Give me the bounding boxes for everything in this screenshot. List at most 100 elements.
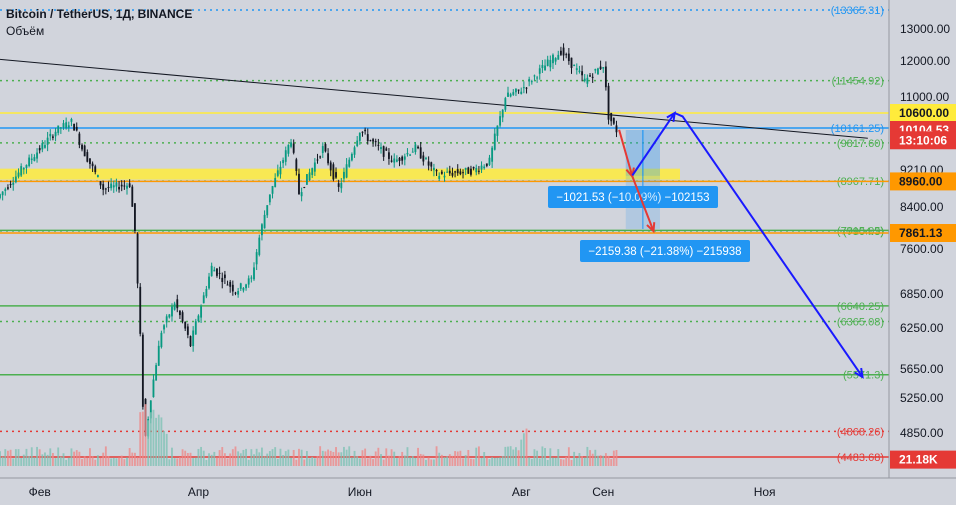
candle-body bbox=[86, 152, 89, 162]
candle-body bbox=[316, 159, 319, 161]
y-tick-label: 8400.00 bbox=[900, 200, 944, 214]
candle-body bbox=[380, 147, 382, 149]
candle-body bbox=[112, 185, 115, 188]
candle-body bbox=[483, 166, 486, 169]
support-zone bbox=[0, 168, 680, 180]
candle-body bbox=[496, 125, 499, 136]
price-tag-bg-2 bbox=[890, 131, 956, 150]
candle-body bbox=[59, 127, 62, 129]
candle-body bbox=[81, 144, 83, 150]
volume-bar bbox=[533, 449, 536, 466]
volume-bar bbox=[152, 409, 155, 466]
candle-body bbox=[491, 147, 494, 162]
candle-body bbox=[345, 164, 348, 178]
volume-bar bbox=[324, 451, 327, 466]
volume-bar bbox=[14, 449, 17, 466]
volume-bar bbox=[414, 457, 417, 466]
candle-body bbox=[292, 143, 295, 153]
y-tick-label: 13000.00 bbox=[900, 22, 950, 36]
candle-body bbox=[149, 400, 152, 419]
volume-bar bbox=[234, 446, 237, 466]
volume-bar bbox=[581, 456, 584, 466]
candle-body bbox=[583, 78, 586, 82]
volume-bar bbox=[250, 449, 253, 466]
candle-body bbox=[549, 59, 552, 68]
candle-body bbox=[313, 162, 316, 172]
candle-body bbox=[390, 160, 393, 162]
volume-label: Объём bbox=[6, 24, 45, 38]
volume-bar bbox=[319, 446, 322, 466]
candle-body bbox=[348, 159, 351, 167]
volume-bar bbox=[231, 449, 234, 466]
volume-bar bbox=[311, 456, 314, 466]
volume-bar bbox=[337, 452, 340, 466]
volume-bar bbox=[20, 458, 23, 466]
candle-body bbox=[403, 156, 406, 160]
candle-body bbox=[136, 233, 139, 284]
x-tick-label: Фев bbox=[29, 485, 51, 499]
candle-body bbox=[279, 166, 282, 175]
volume-bar bbox=[435, 446, 438, 466]
volume-bar bbox=[528, 457, 531, 466]
candle-body bbox=[1, 191, 4, 196]
volume-bar bbox=[4, 449, 7, 466]
candle-body bbox=[102, 184, 105, 190]
candle-body bbox=[295, 159, 298, 171]
volume-bar bbox=[356, 456, 359, 466]
volume-bar bbox=[115, 458, 118, 466]
level-label-1: (11454.92) bbox=[832, 76, 884, 88]
volume-bar bbox=[419, 453, 422, 466]
candle-body bbox=[194, 321, 197, 335]
volume-bar bbox=[430, 459, 433, 466]
volume-bar bbox=[607, 455, 610, 466]
volume-bar bbox=[332, 451, 335, 466]
volume-bar bbox=[395, 458, 398, 466]
candle-body bbox=[192, 330, 195, 347]
candle-body bbox=[205, 288, 208, 297]
candle-body bbox=[266, 205, 269, 216]
volume-bar bbox=[1, 456, 4, 466]
candle-body bbox=[197, 315, 200, 322]
trend-line bbox=[0, 58, 868, 139]
candle-body bbox=[480, 165, 483, 170]
candle-body bbox=[20, 166, 23, 176]
level-label-8: (7904.3) bbox=[843, 226, 884, 238]
candle-body bbox=[67, 125, 70, 128]
volume-bar bbox=[44, 452, 46, 466]
volume-bar bbox=[192, 458, 195, 466]
volume-bar bbox=[30, 447, 33, 466]
volume-bar bbox=[446, 456, 449, 466]
candle-body bbox=[245, 284, 247, 289]
candle-body bbox=[171, 306, 173, 317]
volume-bar bbox=[298, 448, 300, 466]
volume-bar bbox=[51, 452, 54, 466]
volume-bar bbox=[440, 454, 443, 466]
candle-body bbox=[594, 69, 597, 71]
volume-bar bbox=[155, 417, 158, 466]
volume-bar bbox=[557, 449, 560, 466]
volume-bar bbox=[530, 458, 533, 466]
volume-bar bbox=[443, 457, 446, 466]
level-label-14: (4483.68) bbox=[837, 452, 884, 464]
candle-body bbox=[261, 224, 263, 236]
candle-body bbox=[250, 277, 253, 279]
candle-body bbox=[300, 192, 303, 197]
volume-bar bbox=[586, 446, 589, 466]
level-label-12: (5571.3) bbox=[843, 370, 884, 382]
candle-body bbox=[427, 161, 430, 166]
volume-bar bbox=[610, 459, 613, 466]
volume-bar bbox=[46, 454, 49, 466]
volume-bar bbox=[83, 456, 86, 466]
volume-bar bbox=[168, 459, 171, 466]
volume-bar bbox=[210, 454, 213, 466]
candle-body bbox=[30, 158, 33, 160]
volume-bar bbox=[107, 456, 110, 466]
candle-body bbox=[229, 281, 232, 287]
volume-bar bbox=[411, 456, 414, 466]
candle-body bbox=[353, 147, 356, 155]
volume-bar bbox=[110, 458, 113, 466]
volume-bar bbox=[194, 457, 197, 466]
candle-body bbox=[530, 81, 533, 83]
